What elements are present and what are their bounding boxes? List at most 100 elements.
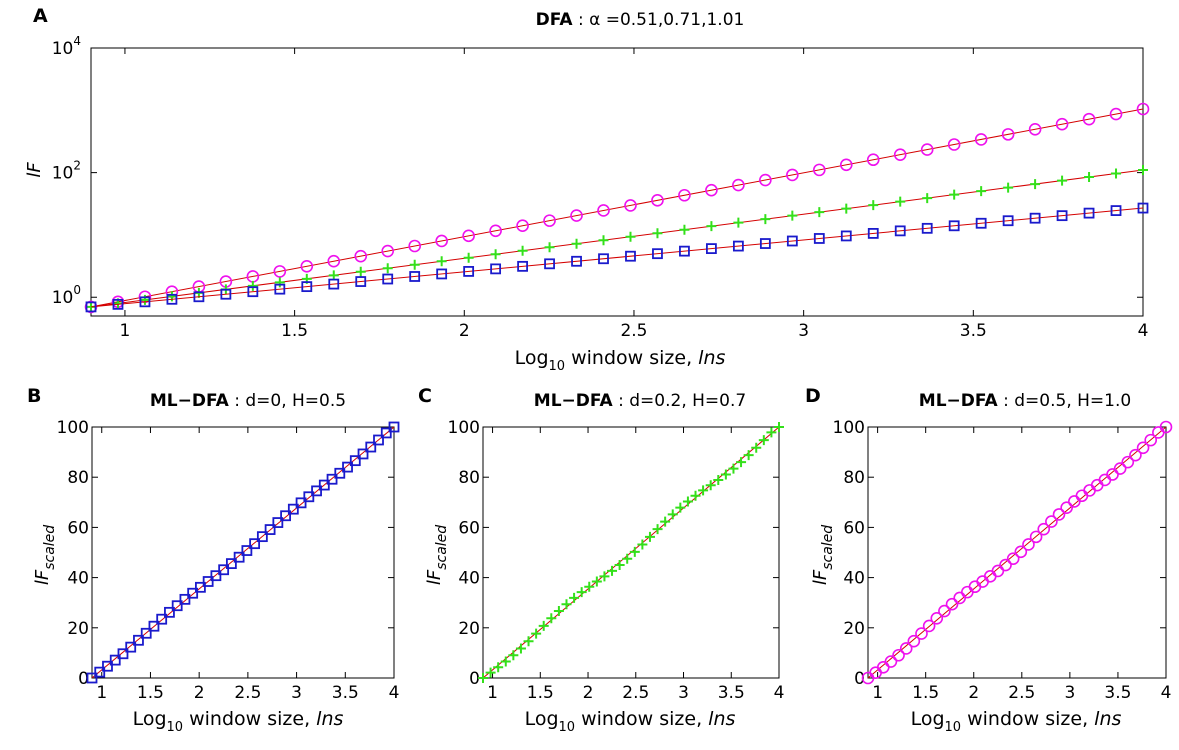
panel-c-point-green: [561, 599, 572, 610]
panel-letter-c: C: [418, 385, 432, 407]
panel-d-point-magenta: [1136, 441, 1150, 455]
panel-d-point-magenta: [968, 580, 982, 594]
panel-b-point-blue: [272, 517, 284, 528]
panel-a-point-magenta: [866, 153, 880, 167]
panel-a-point-blue: [247, 286, 259, 298]
panel-a-point-blue: [1110, 205, 1122, 216]
panel-c-point-green: [682, 496, 693, 507]
panel-d-point-magenta: [938, 604, 951, 618]
panel-a-point-magenta: [300, 259, 314, 273]
panel-a-point-green: [382, 263, 393, 274]
panel-d-point-magenta: [869, 666, 882, 679]
panel-d-xlabel-post: window size,: [961, 708, 1094, 730]
panel-a-point-green: [841, 203, 852, 214]
panel-a-xtick-label: 1.5: [281, 321, 308, 341]
panel-c-point-green: [500, 656, 511, 667]
panel-a-point-magenta: [570, 209, 583, 222]
panel-a-xtick-label: 4: [1138, 321, 1149, 341]
panel-d-point-magenta: [1014, 545, 1028, 559]
panel-b-ylabel: lFscaled: [32, 525, 58, 585]
panel-c-point-green: [584, 581, 595, 592]
panel-a-point-green: [895, 196, 906, 207]
panel-d-xlabel-sub: 10: [945, 720, 962, 735]
panel-d-point-magenta: [1045, 515, 1058, 528]
panel-c-point-green: [607, 565, 618, 576]
panel-c-ylabel: lFscaled: [424, 525, 450, 585]
panel-a-point-blue: [301, 281, 313, 293]
panel-d-title: ML−DFA : d=0.5, H=1.0: [919, 391, 1131, 411]
panel-a-point-green: [436, 256, 447, 267]
panel-b-point-blue: [311, 485, 322, 497]
panel-c-point-green: [705, 480, 716, 491]
panel-a-ytick-label: 102: [52, 159, 81, 184]
panel-d-point-magenta: [1098, 473, 1112, 487]
panel-b-point-blue: [388, 421, 400, 433]
panel-a-point-green: [733, 217, 744, 228]
panel-c-frame: [482, 426, 780, 679]
panel-b-xlabel: Log10 window size, lns: [133, 708, 344, 735]
panel-a-point-blue: [1137, 202, 1149, 214]
panel-a-xtick-label: 1: [120, 321, 131, 341]
panel-a-point-blue: [328, 278, 340, 290]
panel-d-point-magenta: [899, 642, 913, 655]
panel-c-xlabel-pre: Log: [525, 708, 559, 730]
panel-b-frame: [91, 426, 395, 679]
panel-d-xtick-label: 4: [1161, 683, 1172, 703]
panel-a-point-magenta: [327, 254, 341, 268]
panel-a-point-magenta: [381, 244, 395, 258]
panel-a-point-magenta: [624, 199, 637, 212]
panel-d-xlabel-pre: Log: [911, 708, 945, 730]
panel-d-point-magenta: [907, 634, 921, 648]
panel-a-point-magenta: [597, 204, 610, 217]
panel-d-point-magenta: [1121, 455, 1135, 469]
panel-a-point-magenta: [678, 188, 691, 202]
panel-a-point-green: [868, 200, 879, 211]
panel-b-point-blue: [102, 660, 113, 672]
panel-c-point-green: [546, 613, 557, 624]
panel-a-point-magenta: [759, 173, 772, 187]
panel-a-point-magenta: [489, 224, 502, 238]
panel-a-point-magenta: [651, 194, 664, 207]
panel-d-ylabel-main: lF: [810, 569, 831, 585]
panel-c-xtick-label: 3: [678, 683, 689, 703]
panel-b-ytick-label: 80: [67, 468, 89, 488]
panel-a-point-magenta: [974, 133, 988, 146]
panel-b-ytick-label: 20: [67, 619, 89, 639]
panel-c-point-green: [766, 427, 777, 438]
panel-d-point-magenta: [983, 570, 997, 583]
panel-a-point-blue: [409, 271, 421, 282]
panel-a-point-blue: [1002, 215, 1014, 227]
panel-b-point-blue: [241, 545, 253, 556]
panel-b-point-blue: [225, 558, 237, 570]
panel-a-point-magenta: [435, 234, 448, 248]
panel-b-point-blue: [210, 570, 222, 582]
panel-d-ytick-label: 40: [843, 569, 865, 589]
panel-c-xlabel-it: lns: [708, 708, 735, 730]
panel-c-ytick-label: 40: [458, 569, 480, 589]
panel-a-frame: [90, 47, 1144, 317]
panel-a-point-blue: [571, 255, 582, 267]
panel-b-point-blue: [349, 455, 361, 467]
panel-a-xlabel: Log10 window size, lns: [515, 347, 726, 374]
panel-d-point-magenta: [892, 648, 905, 662]
panel-b-point-blue: [264, 524, 276, 535]
panel-d-point-magenta: [1083, 484, 1096, 497]
panel-c-ylabel-sub: scaled: [434, 525, 450, 570]
panel-a-point-green: [706, 221, 717, 232]
panel-d-frame: [867, 426, 1167, 679]
panel-b-point-blue: [303, 491, 315, 503]
panel-letter-b: B: [27, 385, 41, 407]
panel-c-point-green: [614, 560, 625, 571]
panel-a-point-green: [1084, 172, 1095, 183]
panel-c-point-green: [644, 531, 655, 542]
panel-letter-a: A: [33, 5, 48, 27]
panel-c-ytick-label: 60: [458, 518, 480, 538]
panel-c-point-green: [667, 509, 678, 520]
panel-c-xtick-label: 2.5: [622, 683, 649, 703]
panel-a-point-blue: [220, 288, 232, 300]
panel-d-point-magenta: [1129, 448, 1142, 462]
panel-c-xtick-label: 1: [487, 683, 498, 703]
panel-b-point-blue: [117, 648, 129, 660]
panel-d-point-magenta: [930, 612, 944, 625]
panel-a-ytick-label: 100: [52, 283, 81, 308]
